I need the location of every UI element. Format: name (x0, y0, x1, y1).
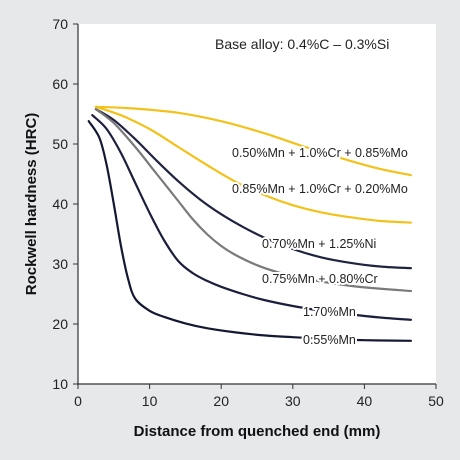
series-line-2 (94, 105, 413, 224)
y-axis-title: Rockwell hardness (HRC) (23, 113, 40, 296)
series-label-5: 1.70%Mn (303, 305, 356, 319)
series-line-4 (94, 108, 413, 293)
base-alloy-annotation: Base alloy: 0.4%C – 0.3%Si (215, 36, 389, 52)
series-line-1 (94, 105, 413, 177)
x-tick-label: 50 (428, 393, 444, 409)
series-label-halo-6: 0.55%Mn (303, 333, 356, 347)
series-label-halo-3: 0.70%Mn + 1.25%Ni (262, 237, 376, 251)
series-line-3 (94, 108, 413, 270)
y-tick-label: 70 (52, 16, 68, 32)
series-label-2: 0.85%Mn + 1.0%Cr + 0.20%Mo (232, 182, 408, 196)
y-tick-label: 10 (52, 376, 68, 392)
axis-ticks: 0 10 20 30 40 50 10 20 30 40 50 60 70 (52, 16, 444, 409)
y-tick-label: 60 (52, 76, 68, 92)
series-label-halo-1: 0.50%Mn + 1.0%Cr + 0.85%Mo (232, 146, 408, 160)
series-label-4: 0.75%Mn + 0.80%Cr (262, 272, 378, 286)
series-label-halo-4: 0.75%Mn + 0.80%Cr (262, 272, 378, 286)
x-tick-label: 30 (285, 393, 301, 409)
series-lines (87, 105, 413, 342)
plot-area (78, 24, 436, 384)
series-labels: 0.50%Mn + 1.0%Cr + 0.85%Mo0.50%Mn + 1.0%… (230, 144, 410, 349)
x-axis-title: Distance from quenched end (mm) (134, 423, 381, 440)
series-label-6: 0.55%Mn (303, 333, 356, 347)
x-tick-label: 40 (357, 393, 373, 409)
series-label-halo-5: 1.70%Mn (303, 305, 356, 319)
y-tick-label: 50 (52, 136, 68, 152)
y-tick-label: 40 (52, 196, 68, 212)
series-line-6 (87, 120, 413, 342)
series-label-halo-2: 0.85%Mn + 1.0%Cr + 0.20%Mo (232, 182, 408, 196)
series-line-5 (91, 114, 413, 321)
y-tick-label: 20 (52, 316, 68, 332)
y-tick-label: 30 (52, 256, 68, 272)
x-tick-label: 20 (213, 393, 229, 409)
x-tick-label: 0 (74, 393, 82, 409)
x-tick-label: 10 (142, 393, 158, 409)
series-label-1: 0.50%Mn + 1.0%Cr + 0.85%Mo (232, 146, 408, 160)
series-label-3: 0.70%Mn + 1.25%Ni (262, 237, 376, 251)
